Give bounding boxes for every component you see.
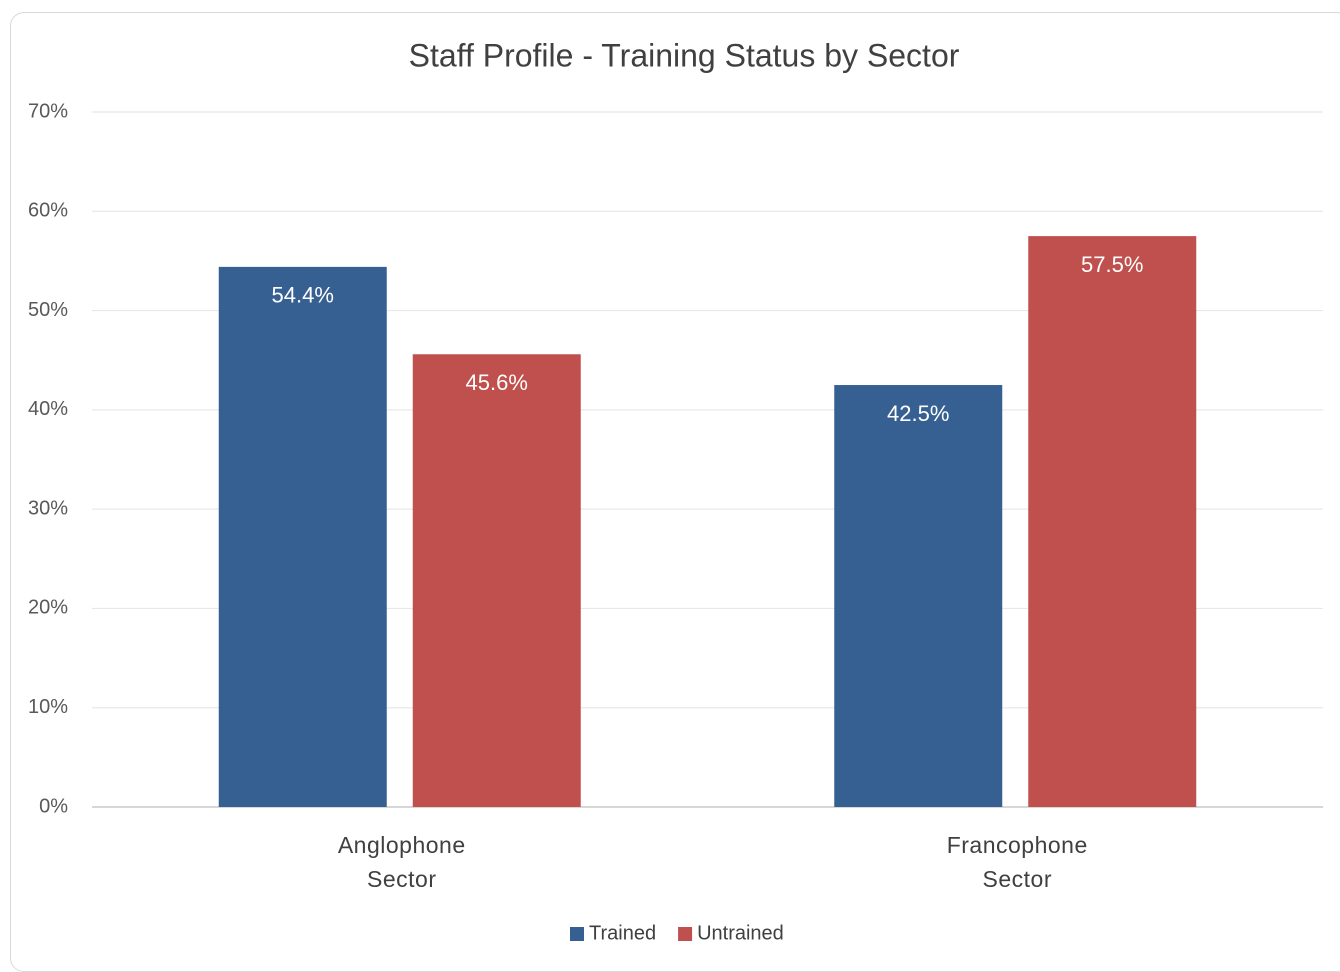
bar [412,354,581,807]
data-label: 42.5% [887,401,949,426]
legend-label: Trained [589,922,656,944]
bar [1028,236,1197,807]
bar [218,266,387,807]
y-tick-label: 40% [28,398,68,420]
legend-swatch [678,927,693,941]
x-tick-label: Francophone Sector [946,832,1088,892]
chart-title: Staff Profile - Training Status by Secto… [409,37,960,73]
legend-label: Untrained [697,922,784,944]
data-label: 57.5% [1081,252,1143,277]
bar [834,385,1003,807]
y-tick-label: 0% [39,795,68,817]
y-tick-label: 30% [28,497,68,519]
x-tick-label: Anglophone Sector [337,832,466,892]
legend-swatch [570,927,584,941]
y-tick-label: 70% [28,100,68,122]
y-tick-label: 50% [28,299,68,321]
y-tick-label: 60% [28,200,68,222]
y-tick-label: 20% [28,597,68,619]
y-tick-label: 10% [28,696,68,718]
data-label: 45.6% [466,370,528,395]
data-label: 54.4% [272,283,334,308]
